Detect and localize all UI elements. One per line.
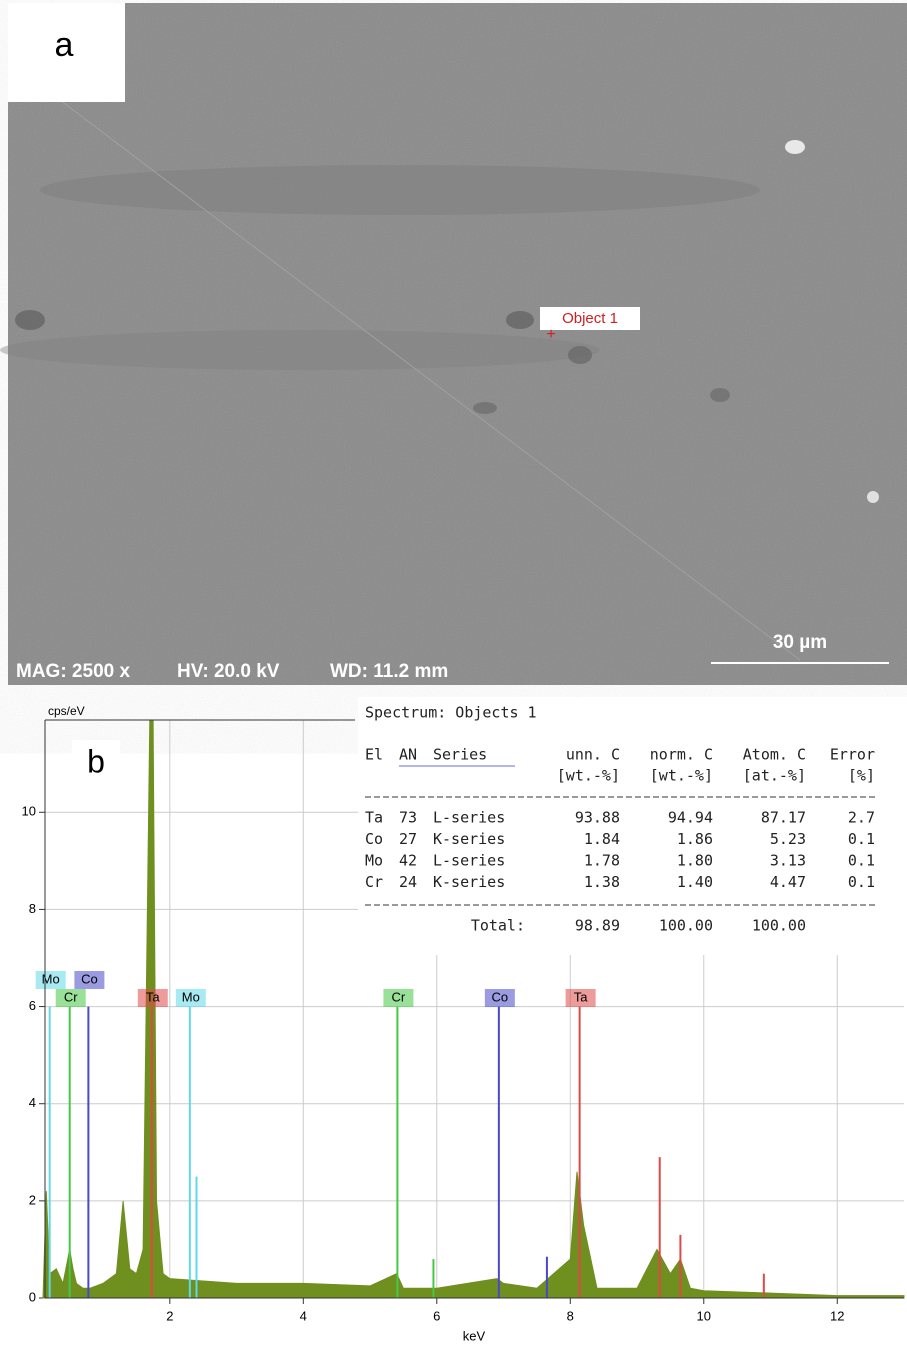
x-tick-label: 6 (433, 1308, 440, 1323)
table-cell: Co (365, 830, 383, 848)
table-cell: 94.94 (668, 809, 713, 827)
table-header: El (365, 746, 383, 764)
table-cell: 73 (399, 809, 417, 827)
table-cell: 87.17 (761, 809, 806, 827)
x-tick-label: 10 (697, 1308, 711, 1323)
table-header: norm. C (650, 746, 713, 764)
x-tick-label: 8 (567, 1308, 574, 1323)
table-cell: 24 (399, 873, 417, 891)
table-cell: 1.86 (677, 830, 713, 848)
table-cell: L-series (433, 852, 505, 870)
table-total: 98.89 (575, 917, 620, 935)
table-cell: 1.80 (677, 852, 713, 870)
element-label: Co (81, 971, 98, 986)
table-cell: K-series (433, 873, 505, 891)
table-cell: Cr (365, 873, 383, 891)
y-tick-label: 6 (29, 998, 36, 1013)
info: HV: 20.0 kV (177, 661, 280, 682)
element-label: Co (492, 989, 509, 1004)
y-tick-label: 2 (29, 1192, 36, 1207)
table-cell: 0.1 (848, 852, 875, 870)
table-cell: L-series (433, 809, 505, 827)
table-cell: 1.38 (584, 873, 620, 891)
table-header: AN (399, 746, 417, 764)
info: MAG: 2500 x (16, 661, 130, 682)
y-tick-label: 0 (29, 1289, 36, 1304)
element-label: Mo (42, 971, 60, 986)
table-total: Total: (471, 917, 525, 935)
table-cell: 42 (399, 852, 417, 870)
annotation: Object 1 (562, 310, 618, 327)
element-label: Cr (392, 989, 406, 1004)
x-tick-label: 2 (166, 1308, 173, 1323)
panel-label: a (55, 26, 74, 64)
table-header: unn. C (566, 746, 620, 764)
y-tick-label: 10 (22, 804, 36, 819)
table-cell: 93.88 (575, 809, 620, 827)
element-label: Cr (64, 989, 78, 1004)
table-cell: 1.78 (584, 852, 620, 870)
y-tick-label: 4 (29, 1095, 36, 1110)
table-header: Series (433, 746, 487, 764)
table-unit: [%] (848, 767, 875, 785)
table-title: Spectrum: Objects 1 (365, 704, 537, 722)
panel-label: b (87, 743, 105, 779)
info: WD: 11.2 mm (330, 661, 448, 682)
table-unit: [at.-%] (743, 767, 806, 785)
table-unit: [wt.-%] (650, 767, 713, 785)
table-cell: 4.47 (770, 873, 806, 891)
table-total: 100.00 (752, 917, 806, 935)
table-cell: 1.40 (677, 873, 713, 891)
figure: a Object 1 + 30 µm MAG: 2500 x HV: 20.0 … (0, 0, 907, 1348)
x-axis-label: keV (463, 1328, 486, 1343)
y-tick-label: 8 (29, 901, 36, 916)
table-header: Error (830, 746, 875, 764)
table-cell: Mo (365, 852, 383, 870)
y-axis-label: cps/eV (48, 704, 85, 718)
table-cell: 5.23 (770, 830, 806, 848)
scale-bar-label: 30 µm (773, 632, 827, 653)
x-tick-label: 4 (300, 1308, 307, 1323)
sem-image: a Object 1 + 30 µm MAG: 2500 x HV: 20.0 … (0, 3, 907, 685)
table-cell: 2.7 (848, 809, 875, 827)
table-cell: 0.1 (848, 873, 875, 891)
table-unit: [wt.-%] (557, 767, 620, 785)
svg-text:+: + (546, 326, 555, 343)
table-cell: Ta (365, 809, 383, 827)
result-table: Spectrum: Objects 1 El AN Series unn. C norm.… (358, 697, 907, 955)
table-cell: 27 (399, 830, 417, 848)
element-label: Ta (146, 989, 161, 1004)
table-header: Atom. C (743, 746, 806, 764)
table-cell: 0.1 (848, 830, 875, 848)
table-total: 100.00 (659, 917, 713, 935)
element-label: Mo (182, 989, 200, 1004)
table-cell: 3.13 (770, 852, 806, 870)
table-cell: 1.84 (584, 830, 620, 848)
element-label: Ta (574, 989, 589, 1004)
x-tick-label: 12 (830, 1308, 844, 1323)
table-cell: K-series (433, 830, 505, 848)
